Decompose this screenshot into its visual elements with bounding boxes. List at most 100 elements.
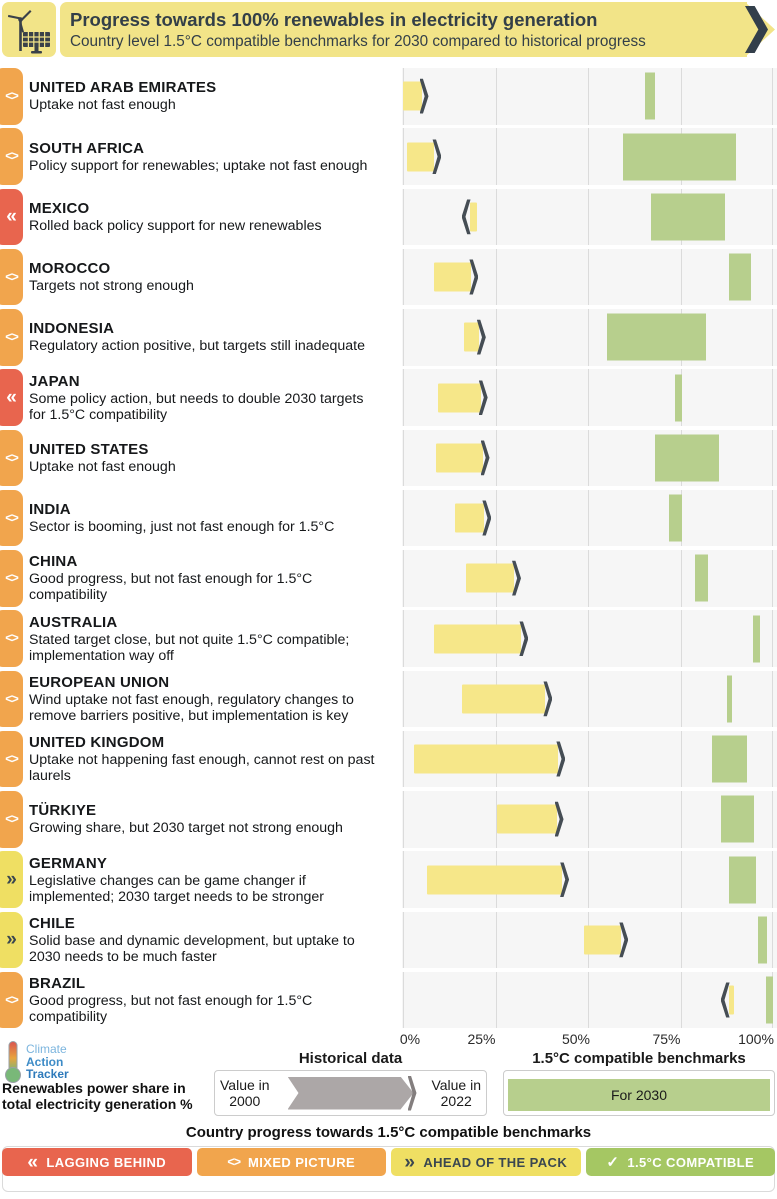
historical-bar [438, 383, 481, 412]
country-note: Growing share, but 2030 target not stron… [29, 820, 343, 837]
banner-background [60, 2, 747, 57]
value-2022-label: Value in 2022 [431, 1076, 481, 1109]
benchmark-bar-2030 [695, 554, 709, 602]
gridline [772, 550, 773, 607]
gridline [772, 911, 773, 968]
benchmark-bar-2030 [721, 795, 755, 843]
gridline [772, 489, 773, 547]
historical-bar [434, 624, 522, 653]
country-note: Good progress, but not fast enough for 1… [29, 571, 313, 604]
gridline [403, 248, 404, 306]
historical-arrow-fill [288, 1077, 414, 1110]
country-text: TÜRKIYE Growing share, but 2030 target n… [29, 802, 377, 836]
country-plot [402, 971, 777, 1029]
country-note: Some policy action, but needs to double … [29, 390, 364, 423]
gridline [772, 851, 773, 908]
gridline [588, 128, 589, 185]
benchmark-bar-2030 [669, 494, 683, 542]
progress-legend-title: Country progress towards 1.5°C compatibl… [185, 1124, 592, 1141]
status-icon: » [6, 929, 17, 951]
country-plot [402, 248, 777, 306]
gridline [772, 188, 773, 245]
country-row: <> UNITED STATES Uptake not fast enough [0, 429, 777, 486]
thermometer-icon [5, 1041, 21, 1083]
country-note: Sector is booming, just not fast enough … [29, 518, 335, 535]
gridline [495, 429, 497, 486]
logo-line-climate: Climate [26, 1042, 67, 1057]
country-row: <> BRAZIL Good progress, but not fast en… [0, 971, 777, 1029]
gridline [772, 309, 773, 366]
gridline [588, 188, 589, 245]
status-icon: » [6, 869, 17, 890]
historical-bar [497, 804, 557, 834]
status-icon: <> [5, 571, 19, 585]
gridline [588, 851, 589, 908]
country-text: JAPAN Some policy action, but needs to d… [29, 372, 377, 422]
country-text: SOUTH AFRICA Policy support for renewabl… [29, 139, 377, 173]
gridline [495, 489, 497, 547]
historical-bar [464, 322, 479, 352]
country-note: Stated target close, but not quite 1.5°C… [29, 631, 350, 664]
gridline [680, 68, 682, 125]
country-row: <> SOUTH AFRICA Policy support for renew… [0, 128, 777, 185]
status-badge: <> [0, 550, 23, 607]
country-row: « MEXICO Rolled back policy support for … [0, 188, 777, 245]
compatible-icon: ✓ [606, 1153, 620, 1171]
status-legend-badges: « LAGGING BEHIND <> MIXED PICTURE » AHEAD OF … [2, 1148, 775, 1176]
logo-text: Climate Action Tracker [26, 1043, 69, 1081]
status-icon: <> [5, 89, 19, 103]
benchmark-bar-2030 [726, 675, 733, 723]
x-axis-tick: 0% [399, 1031, 421, 1047]
status-badge: <> [0, 670, 23, 727]
gridline [680, 791, 682, 848]
country-plot [402, 730, 777, 788]
country-note: Uptake not fast enough [29, 458, 176, 475]
historical-legend-box: Value in 2000 Value in 2022 [214, 1070, 487, 1116]
gridline [772, 248, 773, 306]
gridline [588, 309, 589, 366]
country-note: Uptake not happening fast enough, cannot… [29, 751, 375, 784]
benchmark-bar-2030 [674, 374, 683, 421]
plot-scale [403, 670, 773, 727]
country-text: GERMANY Legislative changes can be game … [29, 854, 377, 904]
country-text: EUROPEAN UNION Wind uptake not fast enou… [29, 674, 377, 724]
status-icon: <> [5, 269, 19, 284]
country-row: » CHILE Solid base and dynamic developme… [0, 911, 777, 968]
country-plot [402, 791, 777, 848]
country-plot [402, 128, 777, 185]
plot-scale [403, 971, 773, 1029]
status-icon: <> [5, 510, 19, 525]
status-badge: <> [0, 610, 23, 667]
gridline [495, 188, 497, 245]
gridline [588, 971, 589, 1029]
gridline [772, 670, 773, 727]
benchmark-legend-box: For 2030 [503, 1070, 775, 1116]
gridline [772, 730, 773, 788]
benchmarks-header: 1.5°C compatible benchmarks [532, 1050, 746, 1067]
benchmark-bar-2030 [728, 253, 751, 301]
x-axis-tick: 75% [652, 1031, 681, 1047]
country-row: <> TÜRKIYE Growing share, but 2030 targe… [0, 791, 777, 848]
header-text: Progress towards 100% renewables in elec… [70, 9, 646, 51]
gridline [588, 791, 589, 848]
country-row: <> UNITED KINGDOM Uptake not happening f… [0, 730, 777, 788]
gridline [680, 670, 682, 727]
gridline [403, 670, 404, 727]
country-text: INDIA Sector is booming, just not fast e… [29, 501, 377, 535]
plot-scale [403, 128, 773, 185]
gridline [403, 550, 404, 607]
status-icon: <> [5, 691, 19, 706]
gridline [403, 128, 404, 185]
country-name: UNITED KINGDOM [29, 733, 165, 751]
gridline [588, 68, 589, 125]
page-title: Progress towards 100% renewables in elec… [70, 8, 598, 30]
gridline [403, 730, 404, 788]
status-badge: <> [0, 128, 23, 185]
historical-bar [465, 563, 514, 593]
gridline [772, 429, 773, 486]
value-2000-label: Value in 2000 [220, 1076, 270, 1109]
logo-line-action: Action [26, 1054, 64, 1069]
gridline [495, 911, 497, 968]
status-badge: » [0, 911, 23, 968]
